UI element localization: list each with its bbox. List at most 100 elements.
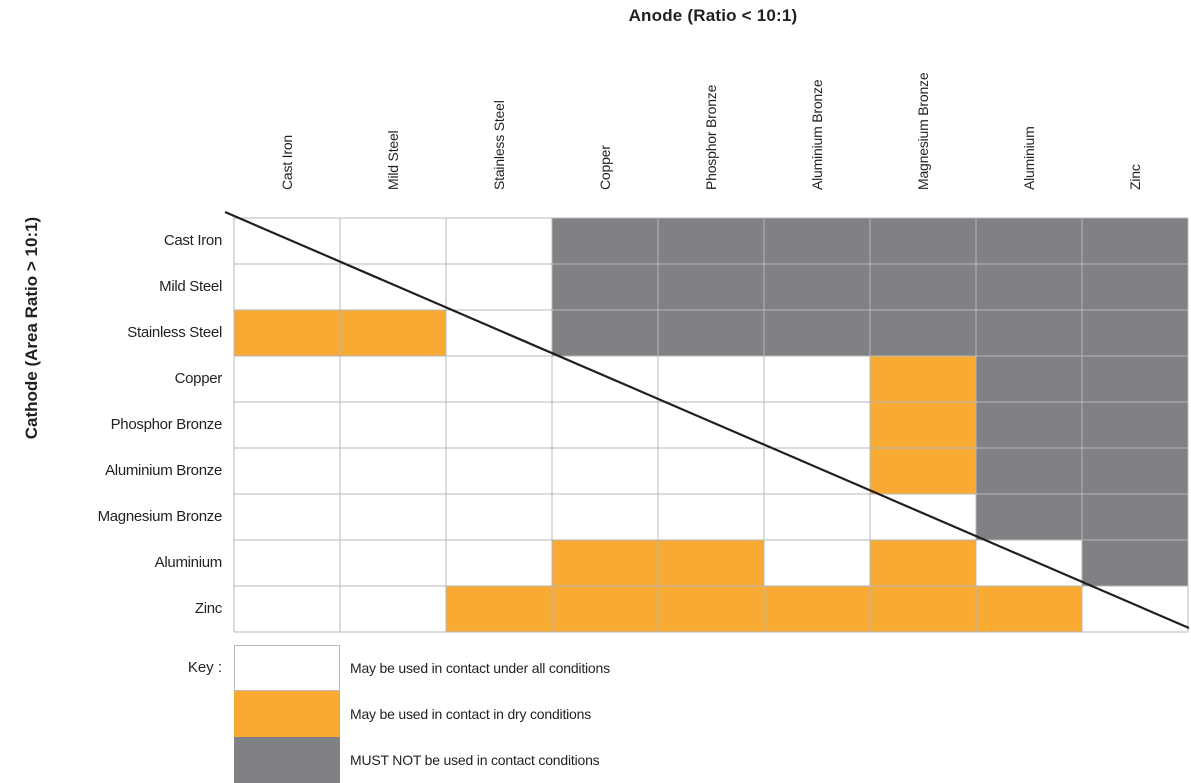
legend-label: May be used in contact in dry conditions bbox=[350, 706, 592, 722]
row-label: Zinc bbox=[194, 600, 222, 617]
cell-copper-zinc bbox=[1082, 356, 1188, 402]
cell-mild-steel-mild-steel bbox=[340, 264, 446, 310]
cell-phosphor-bronze-mild-steel bbox=[340, 402, 446, 448]
cell-zinc-stainless-steel bbox=[446, 586, 552, 632]
cell-stainless-steel-magnesium-bronze bbox=[870, 310, 976, 356]
cell-cast-iron-copper bbox=[552, 218, 658, 264]
cell-copper-phosphor-bronze bbox=[658, 356, 764, 402]
cell-aluminium-mild-steel bbox=[340, 540, 446, 586]
cell-aluminium-bronze-magnesium-bronze bbox=[870, 448, 976, 494]
cell-stainless-steel-zinc bbox=[1082, 310, 1188, 356]
cell-mild-steel-aluminium-bronze bbox=[764, 264, 870, 310]
cell-phosphor-bronze-copper bbox=[552, 402, 658, 448]
cell-cast-iron-aluminium-bronze bbox=[764, 218, 870, 264]
cell-copper-aluminium-bronze bbox=[764, 356, 870, 402]
cell-zinc-zinc bbox=[1082, 586, 1188, 632]
row-label: Cast Iron bbox=[163, 232, 222, 249]
diagonal-line bbox=[224, 210, 1190, 630]
row-label: Copper bbox=[174, 370, 223, 387]
cell-magnesium-bronze-magnesium-bronze bbox=[870, 494, 976, 540]
cell-mild-steel-magnesium-bronze bbox=[870, 264, 976, 310]
cell-phosphor-bronze-stainless-steel bbox=[446, 402, 552, 448]
cell-magnesium-bronze-stainless-steel bbox=[446, 494, 552, 540]
cell-magnesium-bronze-zinc bbox=[1082, 494, 1188, 540]
row-label: Aluminium Bronze bbox=[105, 462, 222, 479]
cell-zinc-copper bbox=[552, 586, 658, 632]
legend-swatch bbox=[234, 737, 340, 783]
cell-phosphor-bronze-cast-iron bbox=[234, 402, 340, 448]
cell-magnesium-bronze-aluminium bbox=[976, 494, 1082, 540]
key-title: Key : bbox=[187, 659, 222, 676]
cell-stainless-steel-aluminium bbox=[976, 310, 1082, 356]
cell-copper-cast-iron bbox=[234, 356, 340, 402]
legend-swatch bbox=[234, 645, 340, 691]
row-label: Magnesium Bronze bbox=[97, 508, 223, 525]
cell-phosphor-bronze-aluminium-bronze bbox=[764, 402, 870, 448]
cell-mild-steel-phosphor-bronze bbox=[658, 264, 764, 310]
cell-phosphor-bronze-magnesium-bronze bbox=[870, 402, 976, 448]
cell-zinc-phosphor-bronze bbox=[658, 586, 764, 632]
cell-zinc-cast-iron bbox=[234, 586, 340, 632]
cell-zinc-aluminium bbox=[976, 586, 1082, 632]
cell-magnesium-bronze-copper bbox=[552, 494, 658, 540]
cell-mild-steel-zinc bbox=[1082, 264, 1188, 310]
cell-aluminium-bronze-aluminium bbox=[976, 448, 1082, 494]
cell-aluminium-bronze-phosphor-bronze bbox=[658, 448, 764, 494]
cell-magnesium-bronze-cast-iron bbox=[234, 494, 340, 540]
cell-mild-steel-aluminium bbox=[976, 264, 1082, 310]
cell-copper-copper bbox=[552, 356, 658, 402]
row-label: Stainless Steel bbox=[127, 324, 222, 341]
row-label: Phosphor Bronze bbox=[110, 416, 223, 433]
cell-stainless-steel-cast-iron bbox=[234, 310, 340, 356]
cell-zinc-mild-steel bbox=[340, 586, 446, 632]
cell-mild-steel-cast-iron bbox=[234, 264, 340, 310]
cell-stainless-steel-mild-steel bbox=[340, 310, 446, 356]
cell-cast-iron-cast-iron bbox=[234, 218, 340, 264]
cell-aluminium-bronze-zinc bbox=[1082, 448, 1188, 494]
cell-mild-steel-copper bbox=[552, 264, 658, 310]
cell-stainless-steel-aluminium-bronze bbox=[764, 310, 870, 356]
cell-aluminium-cast-iron bbox=[234, 540, 340, 586]
cell-zinc-magnesium-bronze bbox=[870, 586, 976, 632]
cell-magnesium-bronze-mild-steel bbox=[340, 494, 446, 540]
cell-copper-aluminium bbox=[976, 356, 1082, 402]
cell-aluminium-aluminium-bronze bbox=[764, 540, 870, 586]
cell-cast-iron-aluminium bbox=[976, 218, 1082, 264]
cell-magnesium-bronze-aluminium-bronze bbox=[764, 494, 870, 540]
cell-stainless-steel-copper bbox=[552, 310, 658, 356]
cell-aluminium-bronze-aluminium-bronze bbox=[764, 448, 870, 494]
cell-aluminium-bronze-stainless-steel bbox=[446, 448, 552, 494]
cell-aluminium-zinc bbox=[1082, 540, 1188, 586]
cell-copper-stainless-steel bbox=[446, 356, 552, 402]
row-label: Mild Steel bbox=[159, 278, 222, 295]
cell-copper-magnesium-bronze bbox=[870, 356, 976, 402]
legend-label: May be used in contact under all conditi… bbox=[350, 660, 610, 676]
cell-cast-iron-zinc bbox=[1082, 218, 1188, 264]
cell-aluminium-bronze-cast-iron bbox=[234, 448, 340, 494]
cell-aluminium-bronze-mild-steel bbox=[340, 448, 446, 494]
cell-cast-iron-phosphor-bronze bbox=[658, 218, 764, 264]
legend-swatch bbox=[234, 691, 340, 737]
cell-zinc-aluminium-bronze bbox=[764, 586, 870, 632]
row-label: Aluminium bbox=[154, 554, 223, 571]
cell-aluminium-phosphor-bronze bbox=[658, 540, 764, 586]
cell-mild-steel-stainless-steel bbox=[446, 264, 552, 310]
cell-stainless-steel-stainless-steel bbox=[446, 310, 552, 356]
cell-copper-mild-steel bbox=[340, 356, 446, 402]
cell-phosphor-bronze-zinc bbox=[1082, 402, 1188, 448]
cell-aluminium-stainless-steel bbox=[446, 540, 552, 586]
cell-aluminium-magnesium-bronze bbox=[870, 540, 976, 586]
legend-label: MUST NOT be used in contact conditions bbox=[350, 752, 600, 768]
cell-aluminium-copper bbox=[552, 540, 658, 586]
cell-cast-iron-stainless-steel bbox=[446, 218, 552, 264]
cell-aluminium-bronze-copper bbox=[552, 448, 658, 494]
cell-cast-iron-magnesium-bronze bbox=[870, 218, 976, 264]
cell-phosphor-bronze-aluminium bbox=[976, 402, 1082, 448]
cell-phosphor-bronze-phosphor-bronze bbox=[658, 402, 764, 448]
anode-axis-title: Anode (Ratio < 10:1) bbox=[628, 6, 798, 25]
cell-stainless-steel-phosphor-bronze bbox=[658, 310, 764, 356]
cell-aluminium-aluminium bbox=[976, 540, 1082, 586]
cell-magnesium-bronze-phosphor-bronze bbox=[658, 494, 764, 540]
